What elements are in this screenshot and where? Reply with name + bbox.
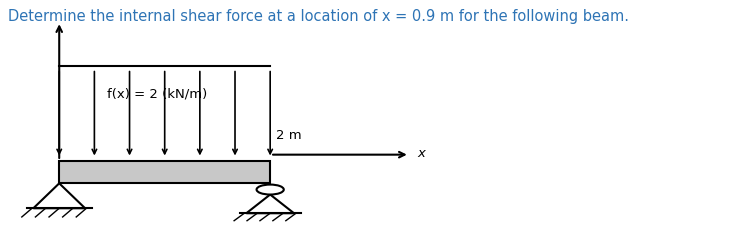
Polygon shape xyxy=(246,195,294,213)
Text: Determine the internal shear force at a location of x = 0.9 m for the following : Determine the internal shear force at a … xyxy=(8,9,630,24)
Text: f(x) = 2 (kN/m): f(x) = 2 (kN/m) xyxy=(107,87,207,100)
Polygon shape xyxy=(33,183,85,208)
Text: x: x xyxy=(418,147,426,160)
Bar xyxy=(59,161,270,183)
Text: 2 m: 2 m xyxy=(275,129,301,142)
Circle shape xyxy=(257,184,284,195)
